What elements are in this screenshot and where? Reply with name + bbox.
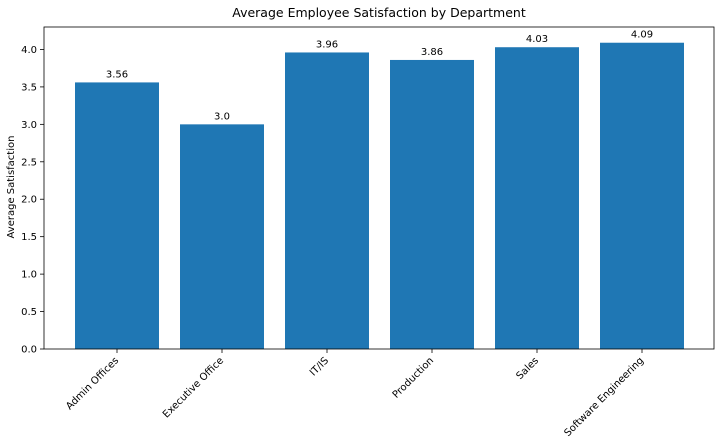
y-axis-label: Average Satisfaction [6,136,17,239]
bar-sales [495,47,579,350]
bar-value-label: 3.86 [421,47,443,58]
y-tick-label: 1.5 [21,232,37,243]
bar-executive-office [180,124,264,349]
y-tick-label: 0.5 [21,307,37,318]
bar-value-label: 3.56 [106,69,128,80]
bar-software-engineering [600,42,684,349]
bar-value-label: 4.09 [631,30,653,41]
y-tick-label: 3.5 [21,82,37,93]
bar-it-is [285,52,369,350]
y-tick-label: 2.5 [21,157,37,168]
x-tick-label: Production [391,355,436,400]
y-tick-label: 1.0 [21,270,37,281]
bars-group [75,42,684,350]
bar-value-label: 4.03 [526,34,548,45]
bar-value-label: 3.0 [214,111,230,122]
x-tick-label: Software Engineering [562,355,646,439]
y-axis-ticks: 0.0 0.5 1.0 1.5 2.0 2.5 3.0 3.5 4.0 [21,45,44,356]
x-tick-label: Sales [515,355,542,382]
bar-value-label: 3.96 [316,39,338,50]
x-tick-label: IT/IS [308,355,331,378]
data-labels-group: 3.56 3.0 3.96 3.86 4.03 4.09 [106,30,653,123]
x-tick-label: Executive Office [161,355,226,420]
x-tick-label: Admin Offices [64,355,121,412]
bar-admin-offices [75,82,159,350]
x-axis-ticks: Admin Offices Executive Office IT/IS Produc… [64,349,646,439]
bar-production [390,59,474,349]
y-tick-label: 0.0 [21,345,37,356]
chart-title: Average Employee Satisfaction by Departm… [232,5,526,20]
plot-frame [43,26,715,350]
y-tick-label: 3.0 [21,120,37,131]
y-tick-label: 2.0 [21,195,37,206]
y-tick-label: 4.0 [21,45,37,56]
